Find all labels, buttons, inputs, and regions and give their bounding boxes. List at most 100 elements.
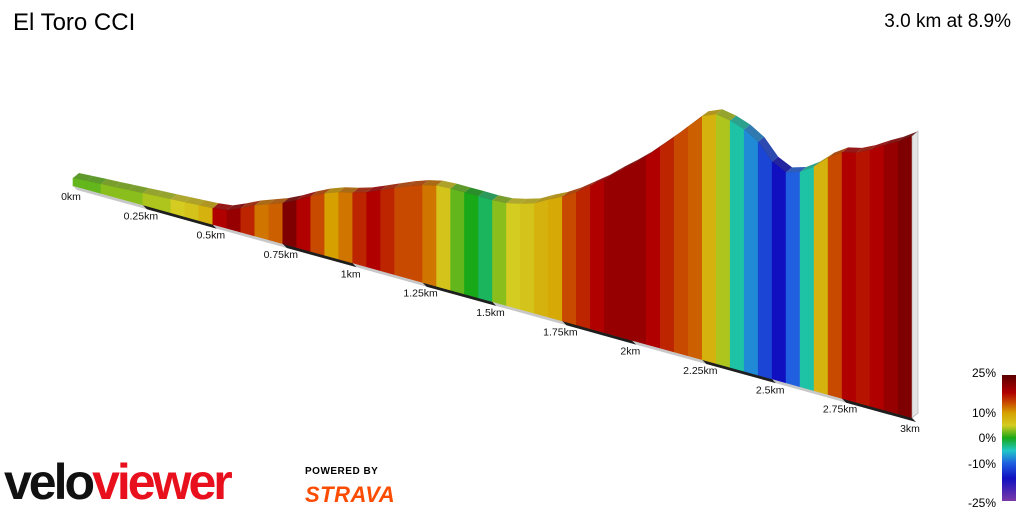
distance-tick-label: 2.75km (823, 404, 858, 416)
powered-by-label: POWERED BY (305, 466, 379, 477)
profile-end-cap (911, 130, 919, 419)
profile-segment (618, 164, 633, 342)
ground-band (562, 321, 637, 345)
gradient-legend: 25% 10% 0% -10% -25% (966, 366, 1024, 512)
ground-band (492, 302, 567, 326)
distance-tick-label: 1.5km (476, 307, 505, 319)
profile-segment (771, 161, 787, 384)
legend-label: 25% (971, 366, 996, 380)
profile-segment-top (464, 187, 485, 197)
profile-segment-top (674, 121, 695, 138)
profile-segment (380, 187, 395, 276)
legend-label: 10% (971, 406, 996, 420)
segment-summary: 3.0 km at 8.9% (884, 11, 1011, 32)
profile-segment (450, 188, 465, 295)
profile-segment-top (492, 195, 513, 204)
profile-segment-top (324, 187, 345, 194)
profile-segment-top (170, 194, 191, 203)
profile-segment-top (828, 147, 849, 158)
profile-segment-top (730, 115, 751, 130)
profile-segment (310, 193, 326, 256)
profile-segment (645, 146, 661, 349)
profile-segment-top (198, 200, 219, 209)
profile-segment-top (240, 200, 261, 209)
profile-segment (324, 191, 340, 260)
profile-segment-top (380, 183, 401, 191)
profile-segment-top (478, 191, 499, 201)
profile-segment (897, 135, 913, 419)
profile-segment (869, 144, 885, 411)
legend-color-bar (1002, 375, 1016, 501)
profile-segment (422, 184, 437, 287)
profile-segment (841, 152, 857, 403)
profile-segment (687, 115, 703, 361)
profile-segment (338, 191, 354, 264)
profile-segment-top (506, 198, 527, 204)
profile-segment (576, 185, 591, 330)
logo-viewer-part: viewer (92, 454, 232, 510)
profile-segment (394, 185, 409, 280)
profile-segment-top (422, 180, 443, 186)
profile-segment-top (338, 187, 359, 193)
profile-segment (254, 203, 270, 241)
profile-segment (408, 184, 423, 284)
profile-segment-top (142, 188, 163, 197)
profile-segment-top (898, 131, 918, 142)
profile-segment (883, 141, 899, 415)
profile-segment-top (800, 161, 821, 172)
profile-segment-top (87, 176, 107, 184)
ground-band (772, 379, 847, 403)
profile-segment (673, 126, 689, 357)
ground-band (352, 263, 427, 287)
profile-segment (282, 199, 298, 249)
distance-tick-label: 1.25km (403, 288, 438, 300)
profile-segment-top (884, 136, 904, 146)
profile-segment (296, 196, 312, 253)
profile-segment-top (296, 191, 317, 201)
profile-segment-top (226, 203, 247, 211)
veloviewer-logo: veloviewer (4, 454, 235, 510)
distance-tick-label: 1km (341, 268, 361, 280)
profile-segment-top (604, 166, 625, 180)
profile-segment-top (394, 181, 415, 189)
legend-label: 0% (978, 431, 996, 445)
profile-segment (464, 192, 479, 299)
profile-segment-top (576, 180, 597, 193)
profile-segment-top (646, 141, 667, 157)
profile-segment-top (688, 111, 709, 127)
profile-segment (715, 113, 731, 369)
profile-segment (534, 199, 549, 318)
logo-velo-part: velo (4, 454, 94, 510)
profile-segment (785, 171, 801, 388)
profile-segment (729, 120, 745, 372)
ground-band (212, 224, 287, 248)
profile-segment-top (282, 195, 303, 203)
profile-segment-top (366, 185, 387, 193)
profile-segment-top (548, 191, 569, 200)
profile-slabs-group (72, 109, 919, 419)
profile-segment-top (156, 191, 177, 200)
profile-segment-top (184, 197, 205, 206)
profile-segment-top (772, 156, 793, 173)
ground-band (632, 340, 707, 364)
profile-segment-top (618, 159, 639, 172)
branding-footer: veloviewer POWERED BY STRAVA (4, 452, 424, 510)
profile-segment-top (352, 187, 373, 193)
profile-segment-top (73, 173, 93, 181)
profile-segment (366, 190, 381, 272)
profile-segment (478, 195, 493, 303)
profile-segment-top (310, 188, 331, 197)
profile-segment-top (520, 198, 541, 204)
profile-segment (562, 191, 577, 326)
profile-segment (548, 196, 563, 322)
strava-wordmark: STRAVA (305, 482, 395, 506)
profile-segment-top (632, 151, 653, 165)
distance-tick-label: 3km (900, 423, 920, 435)
profile-segment-top (702, 109, 723, 117)
profile-segment (436, 185, 451, 291)
segment-title: El Toro CCI (13, 9, 136, 36)
distance-tick-label: 2.25km (683, 365, 718, 377)
profile-segment (659, 136, 675, 353)
legend-label: -10% (967, 457, 996, 471)
